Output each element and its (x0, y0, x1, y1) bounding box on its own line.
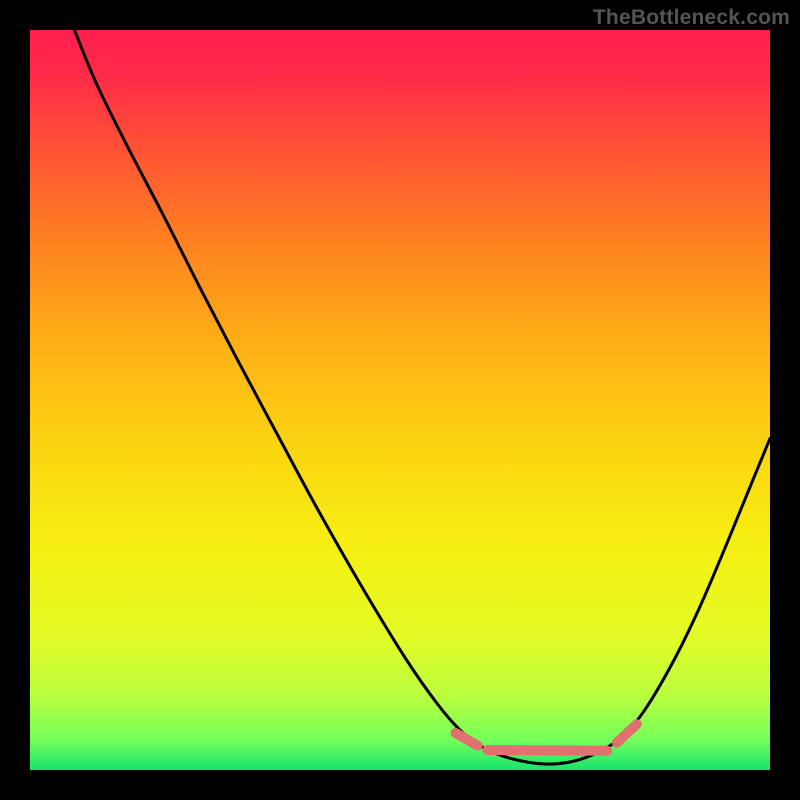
optimal-range-marker (487, 750, 607, 751)
optimal-range-marker (456, 733, 478, 746)
valley-curve (74, 30, 770, 764)
optimal-range-marker (617, 724, 637, 743)
plot-area (30, 30, 770, 770)
chart-container: TheBottleneck.com (0, 0, 800, 800)
bottleneck-curve-layer (30, 30, 770, 770)
watermark-text: TheBottleneck.com (593, 6, 790, 30)
